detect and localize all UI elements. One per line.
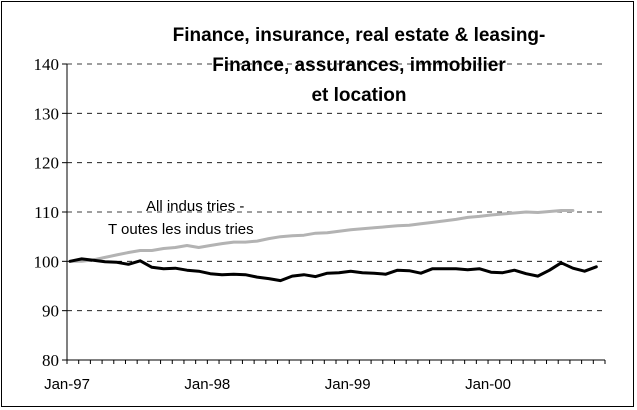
y-tick-label: 140	[34, 55, 60, 74]
series-annotation: All indus tries - T outes les indus trie…	[108, 198, 254, 238]
chart-title-line-3: et location	[311, 85, 406, 106]
y-tick-label: 90	[42, 302, 59, 321]
y-tick-label: 100	[34, 252, 60, 271]
x-tick-label: Jan-98	[184, 376, 230, 393]
x-tick-labels: Jan-97 Jan-98 Jan-99 Jan-00	[44, 360, 606, 393]
x-tick-label: Jan-00	[465, 376, 511, 393]
chart-title: Finance, insurance, real estate & leasin…	[173, 25, 546, 106]
y-tick-label: 120	[34, 154, 60, 173]
annotation-line-2: T outes les indus tries	[108, 221, 254, 238]
y-tick-labels: 80 90 100 110 120 130 140	[34, 55, 67, 370]
annotation-line-1: All indus tries -	[146, 198, 244, 215]
chart-title-line-1: Finance, insurance, real estate & leasin…	[173, 25, 546, 46]
y-tick-label: 80	[42, 351, 59, 370]
y-tick-label: 130	[34, 104, 60, 123]
chart-title-line-2: Finance, assurances, immobilier	[212, 55, 506, 76]
series-line-all-industries	[68, 209, 575, 263]
series-line-finance	[68, 257, 598, 283]
x-tick-label: Jan-97	[44, 376, 90, 393]
x-tick-label: Jan-99	[325, 376, 371, 393]
series-lines	[68, 209, 598, 283]
y-tick-label: 110	[34, 203, 59, 222]
